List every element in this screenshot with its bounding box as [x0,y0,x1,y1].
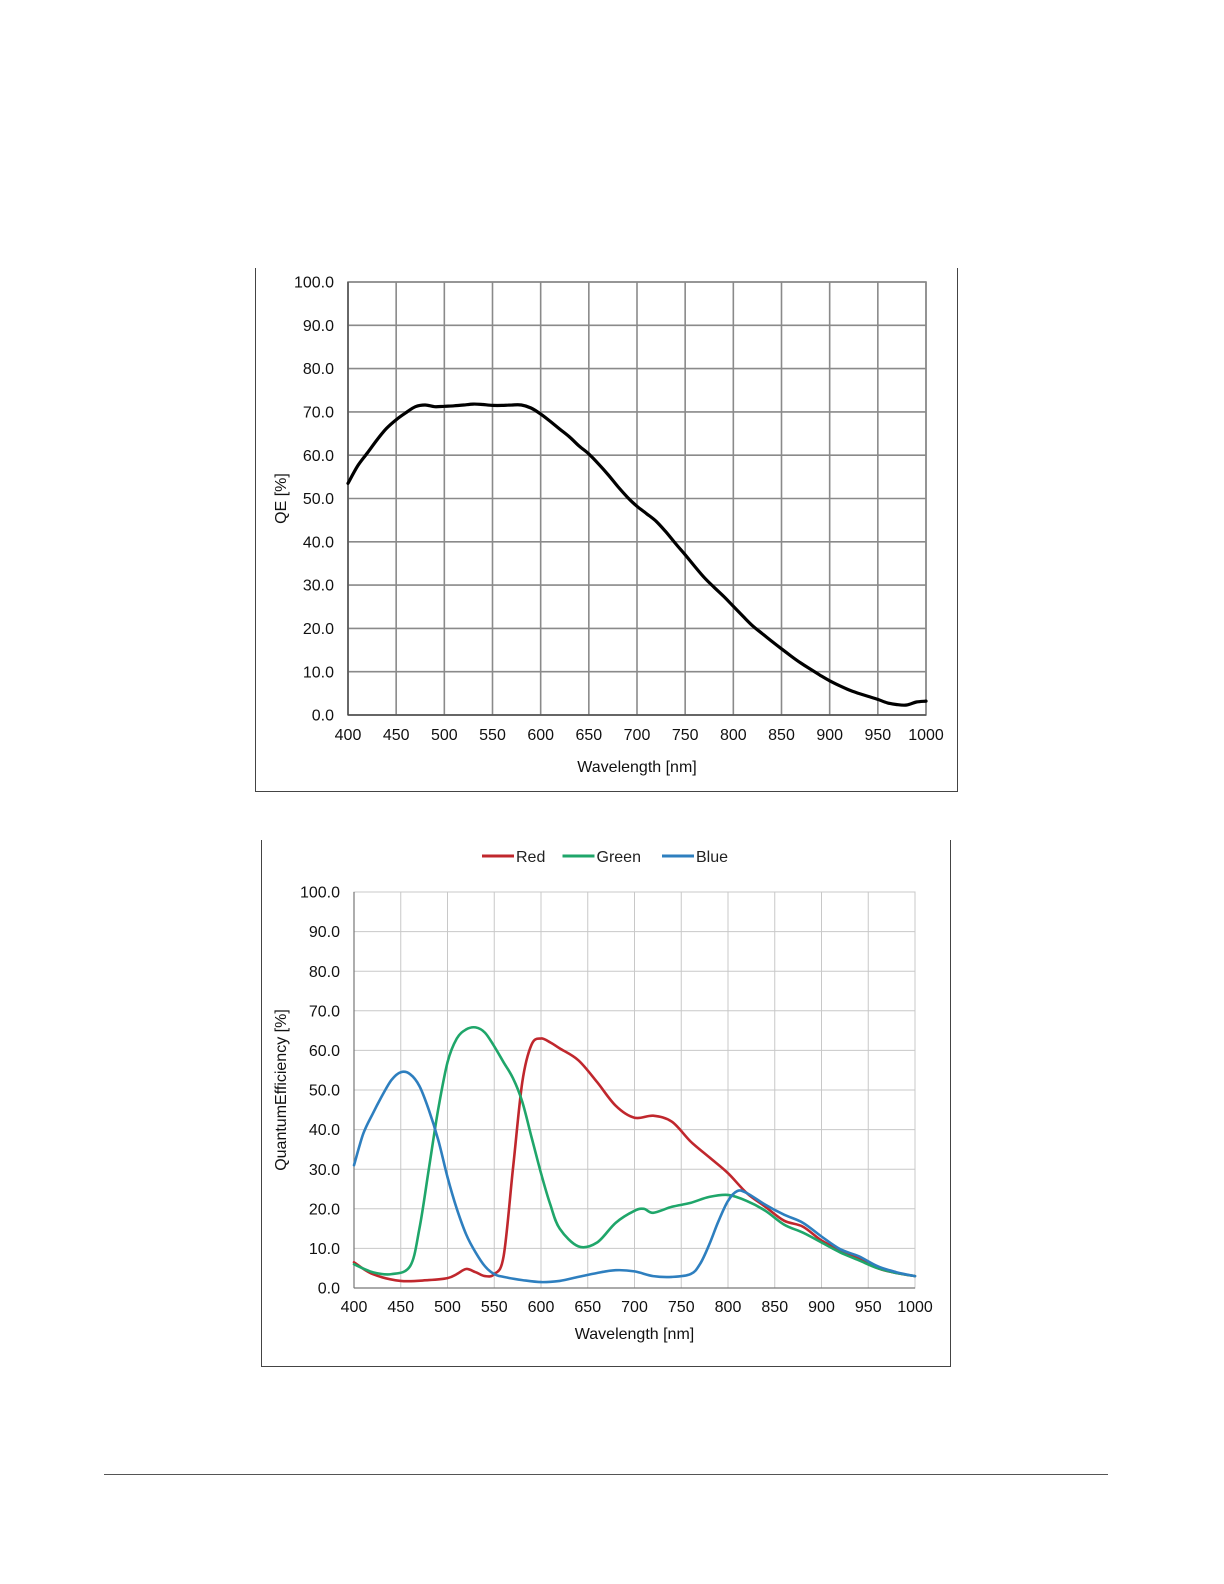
series-line-green [352,1025,917,1278]
y-tick-label: 90.0 [309,924,340,941]
y-tick-label: 50.0 [303,491,334,508]
y-tick-label: 80.0 [309,964,340,981]
x-tick-label: 500 [431,727,458,744]
qe-rgb-chart: 400 450 500 550 600 650 700 750 800 850 900 950 1000… [261,840,951,1367]
y-tick-label: 0.0 [318,1281,340,1298]
x-tick-label: 400 [341,1299,368,1316]
x-tick-label: 900 [808,1299,835,1316]
y-tick-label: 50.0 [309,1083,340,1100]
y-tick-label: 10.0 [309,1241,340,1258]
series-line [346,402,928,707]
x-tick-label: 600 [527,727,554,744]
x-tick-label: 1000 [908,727,944,744]
x-axis-label: Wavelength [nm] [577,759,696,776]
x-tick-label: 1000 [897,1299,933,1316]
x-tick-label: 400 [335,727,362,744]
x-tick-label: 900 [816,727,843,744]
x-tick-label: 850 [761,1299,788,1316]
y-tick-label: 30.0 [309,1162,340,1179]
x-tick-label: 700 [624,727,651,744]
x-tick-label: 600 [528,1299,555,1316]
x-tick-label: 450 [387,1299,414,1316]
y-tick-label: 60.0 [303,448,334,465]
y-axis-label: QE [%] [273,473,290,524]
y-tick-label: 100.0 [294,275,334,292]
y-tick-label: 90.0 [303,318,334,335]
y-tick-label: 70.0 [309,1003,340,1020]
x-tick-label: 950 [855,1299,882,1316]
legend-label: Blue [696,849,728,866]
x-tick-label: 950 [864,727,891,744]
legend-item-red: Red [482,849,545,866]
x-tick-label: 500 [434,1299,461,1316]
y-tick-label: 60.0 [309,1043,340,1060]
x-tick-label: 650 [574,1299,601,1316]
x-tick-label: 800 [715,1299,742,1316]
x-tick-label: 700 [621,1299,648,1316]
x-tick-label: 800 [720,727,747,744]
legend-item-green: Green [562,849,641,866]
y-tick-label: 0.0 [312,708,334,725]
qe-mono-chart: 400 450 500 550 600 650 700 750 800 850 900 950 1000… [255,268,958,792]
y-axis-label: QuantumEfficiency [%] [273,1009,290,1171]
y-tick-label: 20.0 [303,621,334,638]
qe-rgb-plot: 400 450 500 550 600 650 700 750 800 850 900 950 1000… [273,849,933,1343]
legend-label: Green [597,849,641,866]
y-tick-label: 40.0 [303,534,334,551]
x-tick-label: 650 [575,727,602,744]
footer-rule [104,1474,1108,1475]
x-tick-label: 850 [768,727,795,744]
x-axis-label: Wavelength [nm] [575,1326,694,1343]
x-tick-label: 550 [479,727,506,744]
y-tick-label: 80.0 [303,361,334,378]
legend-label: Red [516,849,545,866]
legend-item-blue: Blue [662,849,728,866]
x-tick-label: 550 [481,1299,508,1316]
y-tick-label: 70.0 [303,405,334,422]
qe-mono-plot: 400 450 500 550 600 650 700 750 800 850 900 950 1000… [273,275,944,776]
y-tick-label: 100.0 [300,885,340,902]
x-tick-label: 750 [668,1299,695,1316]
y-tick-label: 10.0 [303,664,334,681]
series-line-red [352,1037,917,1283]
series-line-blue [352,1070,917,1284]
x-tick-label: 450 [383,727,410,744]
y-tick-label: 20.0 [309,1201,340,1218]
y-tick-label: 30.0 [303,578,334,595]
y-tick-label: 40.0 [309,1122,340,1139]
x-tick-label: 750 [672,727,699,744]
